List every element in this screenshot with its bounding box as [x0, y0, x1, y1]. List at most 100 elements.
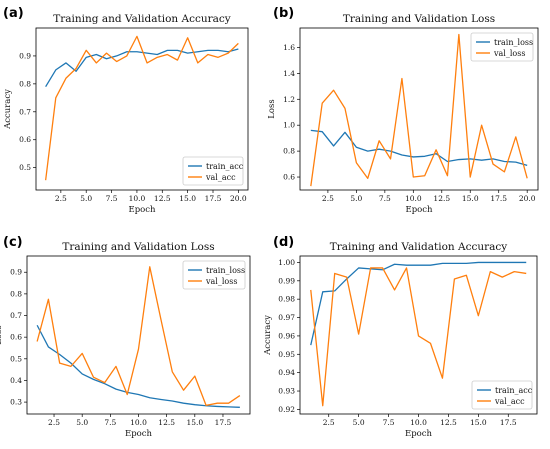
legend-label-val_acc: val_acc: [494, 397, 525, 406]
x-tick-label: 7.5: [104, 418, 116, 427]
series-line-train_acc: [45, 48, 239, 87]
y-tick-label: 0.9: [10, 268, 22, 277]
x-axis-label: Epoch: [406, 205, 434, 215]
x-tick-label: 7.5: [383, 418, 395, 427]
legend-label-val_acc: val_acc: [205, 173, 236, 182]
y-tick-label: 0.94: [278, 368, 295, 377]
plot-frame: [35, 27, 249, 191]
x-tick-label: 12.5: [433, 194, 450, 203]
legend-box: [471, 380, 533, 410]
x-tick-label: 12.5: [158, 418, 175, 427]
chart-3: Training and Validation Accuracy 2.5 5.0 7.…: [263, 241, 538, 439]
x-tick-label: 12.5: [440, 418, 457, 427]
x-axis-label: Epoch: [129, 205, 157, 215]
x-tick-label: 17.5: [500, 418, 517, 427]
x-tick-label: 20.0: [230, 194, 247, 203]
series-line-val_loss: [310, 33, 528, 187]
y-tick-label: 1.6: [283, 43, 295, 52]
y-axis-label: Loss: [267, 99, 277, 119]
legend-label-train_loss: train_loss: [494, 38, 533, 47]
chart-2: Training and Validation Loss 2.5 5.0 7.5 10.…: [0, 241, 251, 439]
y-tick-label: 0.8: [283, 147, 295, 156]
y-tick-label: 0.8: [10, 289, 22, 298]
y-tick-label: 0.4: [10, 376, 22, 385]
legend-label-train_loss: train_loss: [206, 266, 245, 275]
series-line-train_loss: [36, 324, 240, 408]
y-tick-label: 0.99: [278, 276, 295, 285]
x-tick-label: 17.5: [215, 418, 232, 427]
panel-label-a: (a): [3, 6, 24, 21]
y-tick-label: 0.95: [278, 350, 295, 359]
y-tick-label: 0.6: [283, 173, 295, 182]
x-tick-label: 10.0: [410, 418, 427, 427]
y-tick-label: 0.7: [19, 107, 31, 116]
y-tick-label: 0.7: [10, 311, 22, 320]
chart-title: Training and Validation Loss: [343, 13, 495, 25]
y-axis-label: Accuracy: [3, 89, 13, 130]
panel-label-c: (c): [3, 235, 23, 250]
x-tick-label: 12.5: [154, 194, 171, 203]
legend-label-val_loss: val_loss: [493, 49, 525, 58]
y-tick-label: 0.5: [10, 354, 22, 363]
y-tick-label: 0.6: [19, 135, 31, 144]
x-tick-label: 15.0: [470, 418, 487, 427]
series-line-val_acc: [44, 35, 239, 181]
x-tick-label: 15.0: [186, 418, 203, 427]
y-tick-label: 0.3: [10, 398, 22, 407]
y-tick-label: 0.97: [278, 313, 295, 322]
chart-0: Training and Validation Accuracy 2.5 5.0 7.…: [3, 13, 249, 215]
y-axis-label: Accuracy: [263, 315, 273, 356]
x-tick-label: 5.0: [80, 194, 92, 203]
legend-box: [470, 32, 534, 62]
charts-layer: Training and Validation Accuracy 2.5 5.0 7.…: [0, 13, 539, 439]
series-line-val_acc: [310, 267, 527, 407]
x-tick-label: 10.0: [405, 194, 422, 203]
legend-label-train_acc: train_acc: [206, 162, 244, 171]
x-tick-label: 17.5: [490, 194, 507, 203]
series-line-train_loss: [310, 129, 528, 167]
x-tick-label: 7.5: [106, 194, 118, 203]
legend-box: [182, 260, 246, 290]
x-tick-label: 2.5: [322, 194, 334, 203]
panel-label-b: (b): [273, 6, 294, 21]
x-tick-label: 10.0: [129, 194, 146, 203]
x-tick-label: 20.0: [519, 194, 536, 203]
y-tick-label: 1.0: [283, 121, 295, 130]
y-tick-label: 0.93: [278, 387, 295, 396]
x-axis-label: Epoch: [125, 429, 153, 439]
chart-title: Training and Validation Accuracy: [330, 241, 508, 253]
y-tick-label: 1.4: [283, 69, 295, 78]
y-tick-label: 0.5: [19, 163, 31, 172]
x-tick-label: 2.5: [55, 194, 67, 203]
legend-label-train_acc: train_acc: [495, 386, 533, 395]
chart-title: Training and Validation Loss: [62, 241, 214, 253]
y-tick-label: 0.6: [10, 333, 22, 342]
y-tick-label: 0.9: [19, 51, 31, 60]
legend-box: [182, 156, 244, 186]
y-axis-label: Loss: [0, 325, 4, 345]
x-tick-label: 7.5: [379, 194, 391, 203]
y-tick-label: 0.92: [278, 405, 295, 414]
y-tick-label: 0.8: [19, 79, 31, 88]
x-tick-label: 5.0: [76, 418, 88, 427]
x-tick-label: 15.0: [179, 194, 196, 203]
plot-frame: [299, 27, 539, 191]
legend-label-val_loss: val_loss: [205, 277, 237, 286]
x-tick-label: 10.0: [130, 418, 147, 427]
x-tick-label: 15.0: [462, 194, 479, 203]
chart-1: Training and Validation Loss 2.5 5.0 7.5 10.…: [267, 13, 539, 215]
x-axis-label: Epoch: [405, 429, 433, 439]
panel-label-d: (d): [273, 235, 294, 250]
x-tick-label: 2.5: [48, 418, 60, 427]
x-tick-label: 17.5: [205, 194, 222, 203]
series-line-val_loss: [36, 266, 241, 406]
y-tick-label: 0.98: [278, 295, 295, 304]
x-tick-label: 5.0: [353, 418, 365, 427]
chart-title: Training and Validation Accuracy: [53, 13, 231, 25]
y-tick-label: 1.2: [283, 95, 295, 104]
x-tick-label: 5.0: [350, 194, 362, 203]
x-tick-label: 2.5: [323, 418, 335, 427]
y-tick-label: 1.00: [278, 258, 295, 267]
y-tick-label: 0.96: [278, 331, 295, 340]
